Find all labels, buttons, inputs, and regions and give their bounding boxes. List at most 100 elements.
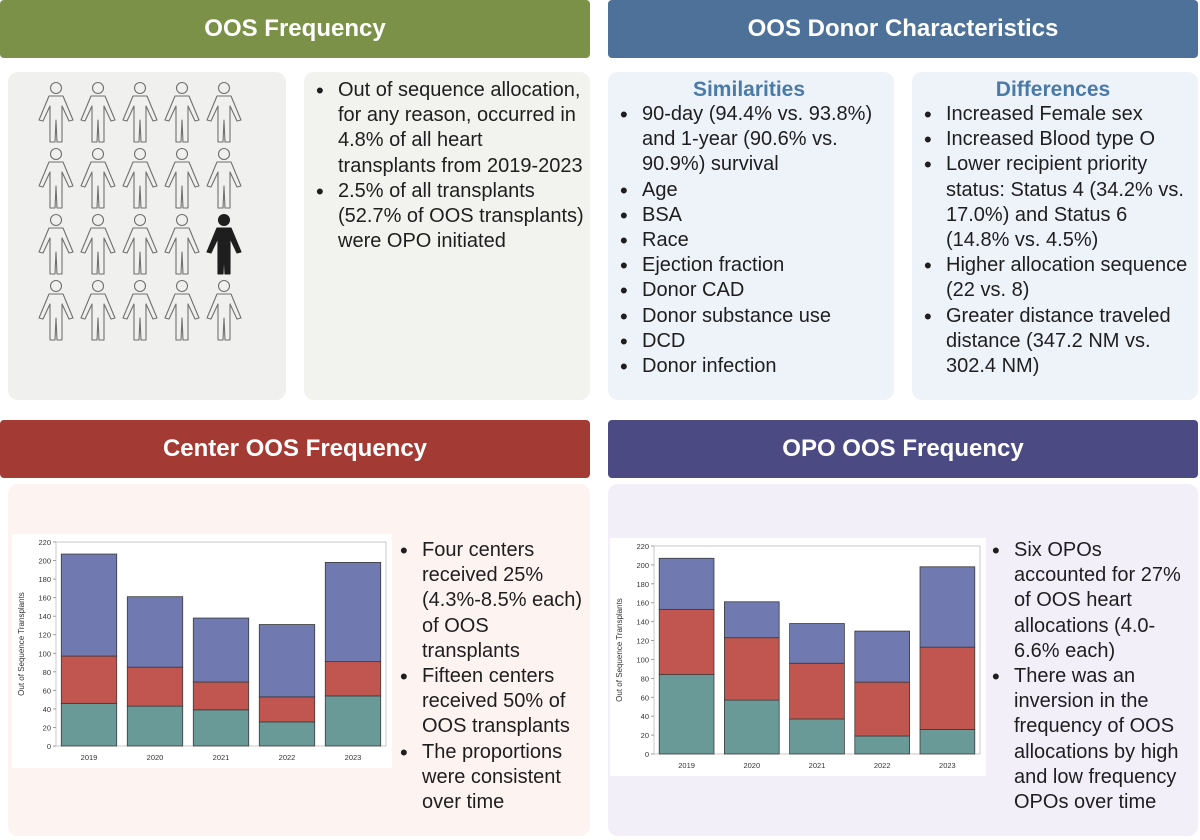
similarities-title: Similarities <box>692 78 806 101</box>
opo-chart-xtick-label: 2022 <box>874 761 891 770</box>
center-chart-ytick-label: 60 <box>43 686 51 695</box>
opo-chart-ytick-label: 80 <box>641 674 649 683</box>
difference-item: Higher allocation sequence (22 vs. 8) <box>912 253 1194 303</box>
opo-chart-ytick-label: 140 <box>636 618 649 627</box>
person-icon <box>80 279 116 341</box>
center-chart-bar-segment <box>324 695 382 747</box>
center-chart-ytick-label: 80 <box>43 668 51 677</box>
similarity-item: Donor CAD <box>608 278 890 303</box>
center-chart-bar-segment <box>60 655 118 704</box>
opo-chart-bar-segment <box>854 681 910 737</box>
similarity-item: Age <box>608 178 890 203</box>
opo-chart-ytick-label: 0 <box>645 750 649 759</box>
differences-panel: Differences Increased Female sex Increas… <box>912 72 1198 400</box>
similarity-item: Ejection fraction <box>608 253 890 278</box>
similarity-item: Donor infection <box>608 354 890 379</box>
center-oos-header: Center OOS Frequency <box>0 420 590 478</box>
opo-chart-bar-segment <box>658 674 715 755</box>
frequency-bullet: 2.5% of all transplants (52.7% of OOS tr… <box>304 179 584 255</box>
center-chart-bar-segment <box>192 617 250 683</box>
center-bullet-list: Four centers received 25% (4.3%-8.5% eac… <box>388 538 584 815</box>
center-chart-bar-segment <box>324 561 382 663</box>
center-oos-panel: 0 20 40 60 80 100 120 140 160 180 200 220 Out of Seq… <box>8 484 590 836</box>
center-chart-ytick-label: 100 <box>38 649 51 658</box>
center-bullet: Fifteen centers received 50% of OOS tran… <box>388 664 584 740</box>
opo-bullet: There was an inversion in the frequency … <box>980 664 1194 815</box>
center-chart-ytick-label: 200 <box>38 557 51 566</box>
person-icon <box>122 279 158 341</box>
frequency-bullet-list: Out of sequence allocation, for any reas… <box>304 78 584 254</box>
center-chart-ylabel: Out of Sequence Transplants <box>17 592 26 696</box>
person-icon <box>38 213 74 275</box>
similarities-panel: Similarities 90-day (94.4% vs. 93.8%) an… <box>608 72 894 400</box>
frequency-bullet: Out of sequence allocation, for any reas… <box>304 78 584 179</box>
similarity-item: Donor substance use <box>608 304 890 329</box>
center-chart-xtick-label: 2023 <box>345 753 362 762</box>
opo-bullet-list: Six OPOs accounted for 27% of OOS heart … <box>980 538 1194 815</box>
opo-chart-xtick-label: 2020 <box>743 761 760 770</box>
person-icon <box>80 81 116 143</box>
opo-chart-bar-segment <box>789 662 845 720</box>
center-bullet: The proportions were consistent over tim… <box>388 740 584 816</box>
opo-chart-bar-segment <box>854 735 910 755</box>
donor-characteristics-title: OOS Donor Characteristics <box>747 15 1059 42</box>
opo-chart-bar-segment <box>919 566 976 648</box>
opo-oos-title: OPO OOS Frequency <box>782 435 1024 462</box>
center-chart-bar-segment <box>60 702 118 747</box>
center-chart-bar-segment <box>126 666 184 707</box>
donor-characteristics-header: OOS Donor Characteristics <box>608 0 1198 58</box>
opo-chart-bar-segment <box>789 623 845 664</box>
difference-item: Greater distance traveled distance (347.… <box>912 304 1194 380</box>
center-chart-ytick-label: 40 <box>43 705 51 714</box>
center-oos-chart: 0 20 40 60 80 100 120 140 160 180 200 220 Out of Seq… <box>12 534 392 768</box>
opo-oos-chart: 0 20 40 60 80 100 120 140 160 180 200 220 Out of Seq… <box>610 538 986 776</box>
opo-chart-bar-segment <box>658 608 715 675</box>
center-chart-bar-segment <box>324 661 382 697</box>
differences-title: Differences <box>995 78 1111 101</box>
opo-chart-ytick-label: 20 <box>641 731 649 740</box>
center-oos-title: Center OOS Frequency <box>162 435 428 462</box>
center-chart-ytick-label: 140 <box>38 612 51 621</box>
center-chart-ytick-label: 20 <box>43 723 51 732</box>
center-chart-ytick-label: 180 <box>38 575 51 584</box>
frequency-text-panel: Out of sequence allocation, for any reas… <box>304 72 590 400</box>
center-chart-bar-segment <box>258 721 316 747</box>
opo-bullet: Six OPOs accounted for 27% of OOS heart … <box>980 538 1194 664</box>
opo-chart-ytick-label: 200 <box>636 561 649 570</box>
person-icon-highlighted <box>206 213 242 275</box>
similarity-item: 90-day (94.4% vs. 93.8%) and 1-year (90.… <box>608 102 890 178</box>
difference-item: Increased Blood type O <box>912 127 1194 152</box>
person-icon <box>38 81 74 143</box>
center-chart-bar-segment <box>258 624 316 698</box>
pictogram-panel <box>8 72 286 400</box>
opo-chart-xtick-label: 2023 <box>939 761 956 770</box>
similarities-list: 90-day (94.4% vs. 93.8%) and 1-year (90.… <box>608 102 890 379</box>
center-chart-bar-segment <box>126 596 184 668</box>
person-icon <box>206 147 242 209</box>
center-chart-ytick-label: 160 <box>38 594 51 603</box>
opo-chart-bar-segment <box>919 729 976 755</box>
center-chart-ytick-label: 220 <box>38 538 51 547</box>
center-chart-bar-segment <box>192 681 250 711</box>
person-icon <box>38 279 74 341</box>
opo-chart-ytick-label: 100 <box>636 655 649 664</box>
center-chart-ytick-label: 0 <box>47 742 51 751</box>
center-chart-bar-segment <box>126 705 184 747</box>
opo-chart-ytick-label: 160 <box>636 599 649 608</box>
person-icon <box>38 147 74 209</box>
person-icon <box>164 213 200 275</box>
opo-chart-ytick-label: 40 <box>641 712 649 721</box>
similarity-item: BSA <box>608 203 890 228</box>
opo-chart-ytick-label: 60 <box>641 693 649 702</box>
opo-chart-bar-segment <box>919 646 976 730</box>
people-pictogram <box>38 81 242 341</box>
opo-chart-ytick-label: 220 <box>636 542 649 551</box>
similarity-item: DCD <box>608 329 890 354</box>
opo-chart-xtick-label: 2019 <box>678 761 695 770</box>
difference-item: Lower recipient priority status: Status … <box>912 152 1194 253</box>
center-chart-bar-segment <box>258 696 316 723</box>
person-icon <box>122 147 158 209</box>
opo-chart-bar-segment <box>789 718 845 755</box>
person-icon <box>164 81 200 143</box>
person-icon <box>80 213 116 275</box>
